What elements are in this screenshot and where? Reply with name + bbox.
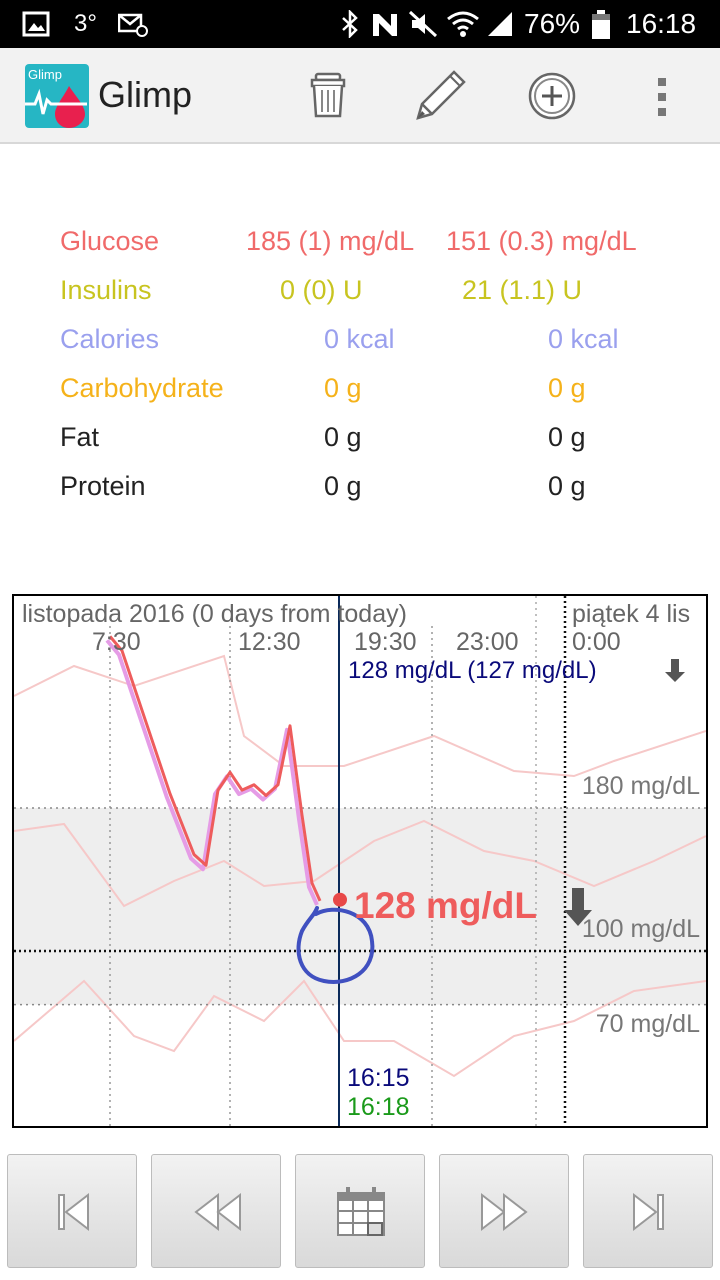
stat-value-current: 0 (0) U <box>280 275 363 305</box>
time-label: 19:30 <box>354 628 417 656</box>
fast-forward-icon <box>481 1192 528 1232</box>
blood-drop-icon <box>25 86 87 128</box>
gallery-icon <box>22 11 50 37</box>
email-icon <box>118 13 148 37</box>
level-label-180: 180 mg/dL <box>582 772 700 800</box>
stat-row-protein: Protein 0 g 0 g <box>0 467 720 507</box>
stat-row-glucose: Glucose 185 (1) mg/dL 151 (0.3) mg/dL <box>0 222 720 262</box>
time-label: 7:30 <box>92 628 141 656</box>
delete-icon[interactable] <box>298 66 358 126</box>
stat-label: Carbohydrate <box>60 373 224 403</box>
add-icon[interactable] <box>522 66 582 126</box>
stat-value-average: 0 g <box>548 422 586 452</box>
glucose-series-line <box>108 635 322 902</box>
stat-label: Calories <box>60 324 160 354</box>
big-reading-text: 128 mg/dL <box>354 885 537 926</box>
cursor-time: 16:15 <box>347 1064 410 1092</box>
stat-row-insulins: Insulins 0 (0) U 21 (1.1) U <box>0 271 720 311</box>
last-icon <box>633 1192 664 1232</box>
level-label-100: 100 mg/dL <box>582 915 700 943</box>
battery-percent: 76% <box>524 8 581 39</box>
stat-value-current: 0 kcal <box>324 324 395 354</box>
level-label-70: 70 mg/dL <box>596 1010 700 1038</box>
stat-row-calories: Calories 0 kcal 0 kcal <box>0 320 720 360</box>
wifi-icon <box>447 11 479 37</box>
calendar-button[interactable] <box>295 1154 425 1268</box>
trend-arrow-large-icon <box>564 888 592 926</box>
app-bar: Glimp Glimp <box>0 48 720 144</box>
time-label: 0:00 <box>572 628 621 656</box>
time-label: 23:00 <box>456 628 519 656</box>
stat-label: Fat <box>60 422 100 452</box>
trend-arrow-icon <box>665 659 685 682</box>
edit-icon[interactable] <box>410 66 470 126</box>
first-icon <box>58 1192 89 1232</box>
stat-value-current: 185 (1) mg/dL <box>246 226 415 256</box>
rewind-icon <box>194 1192 241 1232</box>
app-title: Glimp <box>98 74 193 115</box>
glucose-series-shadow <box>105 639 319 906</box>
stat-row-carbohydrate: Carbohydrate 0 g 0 g <box>0 369 720 409</box>
stat-label: Protein <box>60 471 146 501</box>
glucose-chart-canvas[interactable]: listopada 2016 (0 days from today) piąte… <box>14 596 706 1126</box>
stat-value-current: 0 g <box>324 373 362 403</box>
app-logo-text: Glimp <box>28 67 62 82</box>
stat-value-average: 151 (0.3) mg/dL <box>446 226 637 256</box>
status-time: 16:18 <box>626 8 697 39</box>
time-label: 12:30 <box>238 628 301 656</box>
current-reading-dot <box>333 892 347 907</box>
stat-value-average: 0 g <box>548 373 586 403</box>
signal-icon <box>488 12 512 36</box>
stat-row-fat: Fat 0 g 0 g <box>0 418 720 458</box>
battery-icon <box>592 10 610 39</box>
current-reading-text: 128 mg/dL (127 mg/dL) <box>348 657 597 684</box>
rewind-button[interactable] <box>151 1154 281 1268</box>
glucose-chart[interactable]: listopada 2016 (0 days from today) piąte… <box>12 594 708 1128</box>
now-time: 16:18 <box>347 1093 410 1121</box>
calendar-icon <box>337 1187 385 1236</box>
first-button[interactable] <box>7 1154 137 1268</box>
fast-forward-button[interactable] <box>439 1154 569 1268</box>
stat-label: Insulins <box>60 275 152 305</box>
stat-label: Glucose <box>60 226 160 256</box>
nfc-icon <box>373 14 397 36</box>
mute-icon <box>408 10 438 38</box>
chart-day-header: piątek 4 lis <box>572 600 690 628</box>
app-logo: Glimp <box>25 64 89 128</box>
status-bar: 3° 76% 16:18 <box>0 0 720 48</box>
stat-value-average: 21 (1.1) U <box>462 275 583 305</box>
history-trend-line <box>14 979 706 1078</box>
stat-value-average: 0 kcal <box>548 324 619 354</box>
last-button[interactable] <box>583 1154 713 1268</box>
annotation-circle <box>296 906 375 984</box>
history-trend-line <box>14 654 706 778</box>
stat-value-current: 0 g <box>324 471 362 501</box>
stat-value-average: 0 g <box>548 471 586 501</box>
stat-value-current: 0 g <box>324 422 362 452</box>
bluetooth-icon <box>342 10 358 38</box>
notification-temperature: 3° <box>74 10 97 37</box>
history-trend-line <box>14 819 706 908</box>
overflow-menu-icon[interactable] <box>634 66 694 126</box>
chart-date-header: listopada 2016 (0 days from today) <box>22 600 407 628</box>
